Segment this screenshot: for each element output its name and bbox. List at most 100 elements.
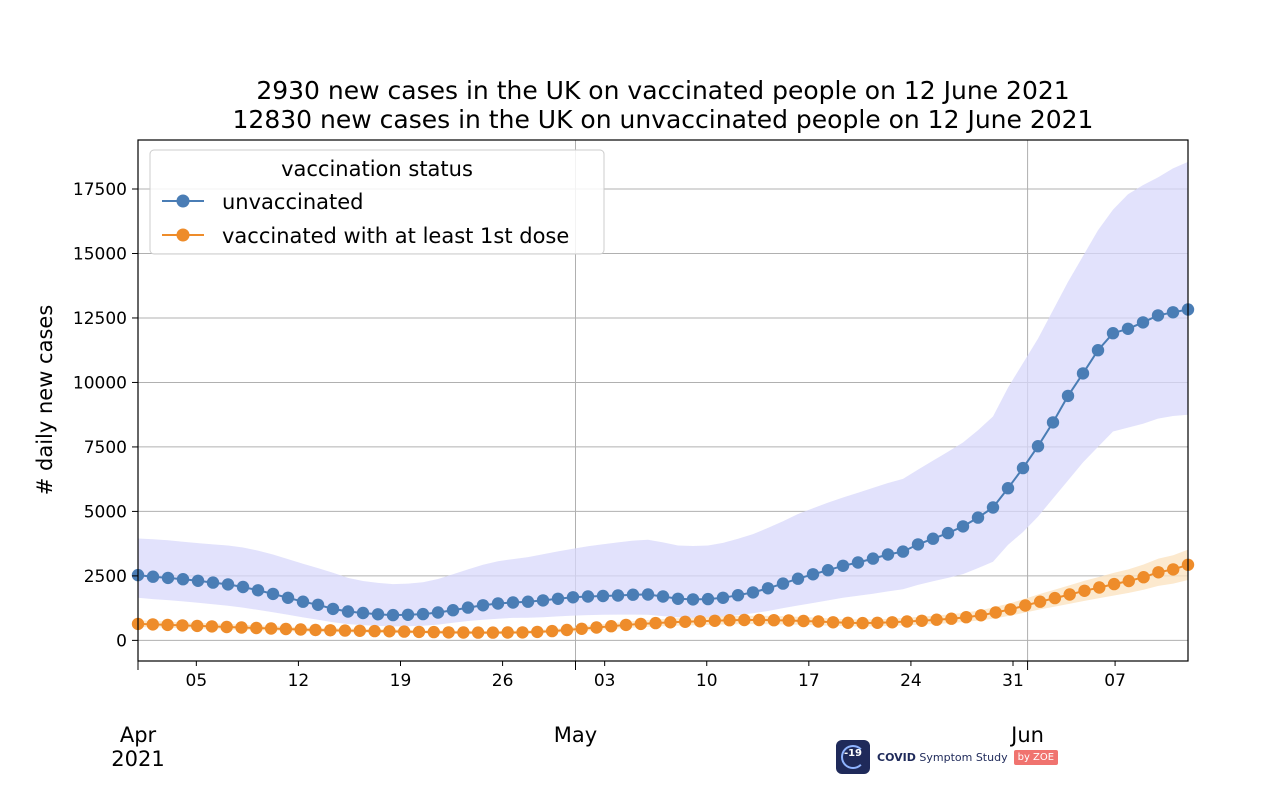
- data-point: [386, 608, 400, 622]
- x-tick-label: 12: [288, 671, 310, 691]
- data-point: [371, 608, 385, 621]
- y-tick-label: 5000: [84, 502, 127, 522]
- data-point: [146, 570, 160, 583]
- data-point: [649, 616, 662, 630]
- data-point: [900, 615, 914, 628]
- y-axis-label: # daily new cases: [33, 305, 57, 496]
- data-point: [516, 626, 529, 639]
- data-point: [531, 625, 544, 639]
- data-point: [974, 609, 988, 622]
- data-point: [309, 623, 322, 637]
- x-tick-label: 24: [900, 671, 922, 691]
- data-point: [752, 613, 766, 627]
- data-point: [1137, 571, 1150, 584]
- x-tick-label: 17: [798, 671, 820, 691]
- data-point: [476, 599, 490, 612]
- data-point: [723, 614, 736, 627]
- data-point: [634, 617, 647, 631]
- data-point: [871, 616, 884, 629]
- data-point: [856, 616, 869, 630]
- legend-title: vaccination status: [281, 157, 473, 181]
- data-point: [836, 559, 850, 572]
- data-point: [797, 614, 810, 628]
- data-point: [356, 606, 370, 620]
- data-point: [491, 597, 505, 610]
- data-point: [915, 614, 928, 627]
- data-point: [960, 611, 973, 624]
- data-point: [431, 606, 445, 619]
- x-month-label: May: [554, 723, 597, 747]
- data-point: [326, 602, 340, 616]
- data-point: [1063, 588, 1076, 601]
- data-point: [841, 616, 855, 629]
- data-point: [296, 595, 310, 608]
- data-point: [821, 564, 835, 577]
- data-point: [446, 604, 460, 617]
- y-axis: 0 2500 5000 7500 10000 12500 15000 17500: [73, 180, 138, 651]
- data-point: [1078, 584, 1091, 597]
- data-point: [191, 619, 204, 633]
- x-year-label: 2021: [111, 747, 164, 771]
- data-point: [221, 578, 235, 591]
- x-tick-label: 19: [390, 671, 412, 691]
- x-tick-label: 07: [1104, 671, 1126, 691]
- data-point: [611, 589, 625, 602]
- data-point: [1152, 566, 1165, 579]
- data-point: [205, 620, 219, 633]
- data-point: [235, 621, 248, 634]
- data-point: [767, 614, 781, 627]
- data-point: [945, 612, 958, 625]
- data-point: [686, 593, 700, 606]
- plot-area-frame: [137, 139, 1189, 662]
- data-point: [971, 511, 985, 524]
- data-point: [176, 619, 189, 632]
- data-point: [551, 592, 565, 605]
- data-point: [896, 545, 910, 558]
- data-point: [566, 591, 580, 604]
- data-point: [664, 616, 677, 629]
- data-point: [671, 592, 685, 605]
- data-point: [656, 590, 670, 603]
- y-tick-label: 7500: [84, 438, 127, 458]
- data-point: [486, 626, 500, 639]
- data-point: [761, 582, 775, 595]
- data-point: [641, 588, 655, 601]
- data-point: [851, 556, 865, 569]
- data-point: [161, 571, 175, 585]
- data-point: [206, 576, 220, 589]
- data-point: [442, 626, 455, 639]
- data-point: [294, 623, 307, 636]
- data-point: [1033, 595, 1047, 608]
- data-point: [220, 620, 233, 634]
- covid-logo-icon: -19: [836, 740, 870, 774]
- data-point: [731, 589, 745, 602]
- data-point: [886, 616, 899, 629]
- data-point: [236, 580, 250, 594]
- data-point: [590, 621, 603, 634]
- data-point: [1122, 574, 1136, 588]
- data-point: [1151, 309, 1165, 322]
- data-point: [581, 590, 595, 603]
- x-tick-label: 26: [492, 671, 514, 691]
- data-point: [461, 601, 475, 614]
- data-point: [1001, 482, 1015, 495]
- title-line-1: 2930 new cases in the UK on vaccinated p…: [256, 76, 1069, 105]
- data-point: [383, 625, 396, 638]
- data-point: [279, 622, 293, 636]
- data-point: [596, 589, 610, 603]
- chart-title: 2930 new cases in the UK on vaccinated p…: [233, 76, 1094, 134]
- data-point: [626, 588, 640, 601]
- data-point: [956, 520, 970, 533]
- data-point: [250, 621, 263, 635]
- data-point: [1061, 389, 1075, 403]
- x-tick-label: 10: [696, 671, 718, 691]
- data-point: [1093, 581, 1106, 594]
- data-point: [161, 618, 174, 632]
- series-points: [131, 303, 1195, 639]
- legend-entry-unvaccinated: unvaccinated: [222, 190, 364, 214]
- data-point: [716, 591, 730, 604]
- data-point: [341, 605, 355, 618]
- logo-zoe-tag: by ZOE: [1013, 749, 1059, 765]
- data-point: [708, 614, 721, 627]
